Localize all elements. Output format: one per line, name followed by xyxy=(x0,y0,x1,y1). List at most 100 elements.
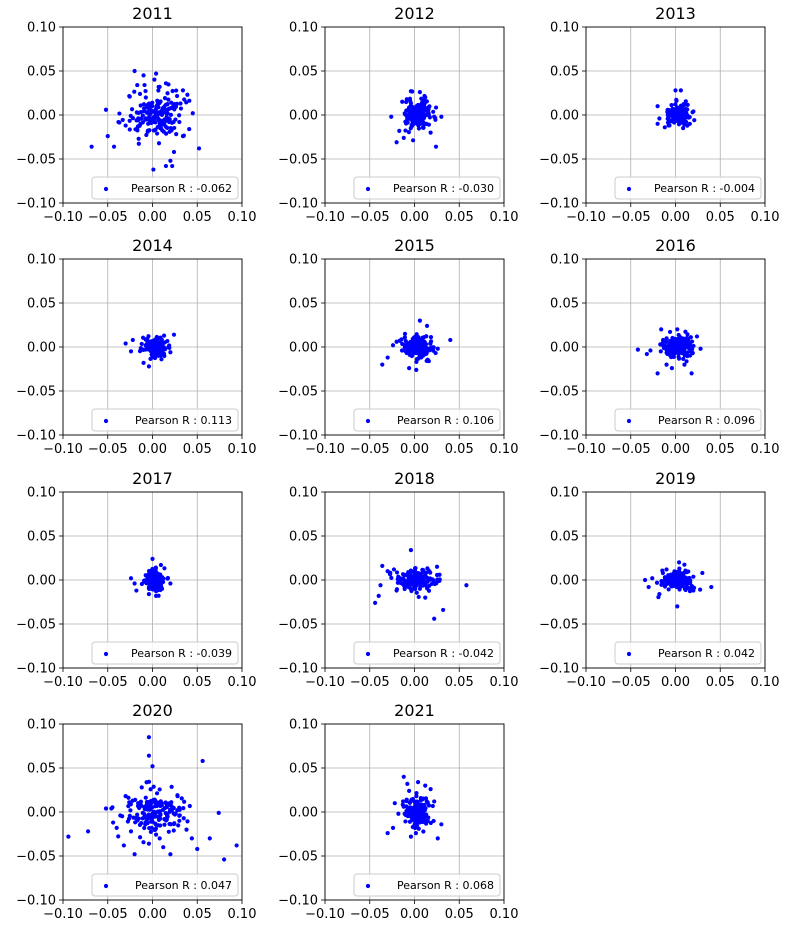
scatter-point xyxy=(658,349,663,354)
scatter-point xyxy=(428,130,433,135)
y-tick-label: −0.05 xyxy=(539,385,579,400)
y-tick-label: −0.05 xyxy=(16,850,56,865)
scatter-point xyxy=(397,128,402,133)
scatter-point xyxy=(675,118,680,123)
scatter-point xyxy=(669,353,674,358)
x-tick-label: 0.05 xyxy=(445,442,474,457)
scatter-point xyxy=(167,802,172,807)
scatter-point xyxy=(423,108,428,113)
scatter-point xyxy=(154,345,159,350)
y-tick-label: 0.05 xyxy=(27,530,56,545)
scatter-point xyxy=(410,119,415,124)
scatter-point xyxy=(686,338,691,343)
scatter-point xyxy=(168,106,173,111)
scatter-point xyxy=(417,318,422,323)
scatter-point xyxy=(411,810,416,816)
scatter-point xyxy=(128,349,134,354)
y-tick-label: 0.05 xyxy=(550,297,579,312)
legend-box xyxy=(91,176,239,200)
y-tick-label: −0.10 xyxy=(16,894,56,909)
scatter-point xyxy=(655,371,660,376)
scatter-point xyxy=(172,125,177,131)
y-tick-label: 0.00 xyxy=(550,574,579,589)
scatter-point xyxy=(158,572,163,577)
scatter-point xyxy=(433,105,439,110)
legend-box xyxy=(614,408,762,432)
scatter-point xyxy=(691,574,696,579)
scatter-point xyxy=(675,575,680,580)
subplot-title: 2020 xyxy=(132,701,173,720)
scatter-point xyxy=(155,112,160,117)
scatter-point xyxy=(154,337,160,342)
y-tick-label: −0.05 xyxy=(278,618,318,633)
y-tick-label: 0.00 xyxy=(289,109,318,124)
scatter-point xyxy=(403,819,408,824)
x-tick-label: 0.10 xyxy=(228,442,257,457)
scatter-point xyxy=(673,584,678,589)
scatter-point xyxy=(426,122,432,127)
y-tick-label: −0.05 xyxy=(539,153,579,168)
scatter-point xyxy=(148,787,153,792)
scatter-point xyxy=(171,828,176,833)
legend-marker xyxy=(103,186,109,192)
scatter-point xyxy=(448,337,453,343)
scatter-point xyxy=(678,109,683,114)
legend-box xyxy=(614,176,762,200)
scatter-point xyxy=(419,120,424,125)
scatter-point xyxy=(655,104,660,109)
subplot-2011: 2011 −0.10 0.10 −0.05 0.05 0.00 0.00 0.05 −0.05 0… xyxy=(16,4,256,225)
y-tick-label: 0.10 xyxy=(289,21,318,36)
scatter-point xyxy=(427,583,432,588)
scatter-point xyxy=(669,103,674,108)
x-tick-label: 0.10 xyxy=(751,442,780,457)
scatter-point xyxy=(646,584,651,590)
scatter-point xyxy=(150,819,155,824)
axes-frame xyxy=(585,491,766,669)
scatter-point xyxy=(156,141,162,146)
axes-frame xyxy=(585,26,766,204)
x-tick-label: 0.00 xyxy=(661,675,690,690)
scatter-point xyxy=(681,341,686,346)
scatter-point xyxy=(414,119,419,124)
legend-box xyxy=(91,641,239,665)
scatter-point xyxy=(158,118,163,123)
x-tick-label: −0.05 xyxy=(88,907,128,922)
scatter-point xyxy=(140,335,146,340)
scatter-point xyxy=(666,587,671,592)
scatter-point xyxy=(402,586,407,592)
scatter-point xyxy=(141,360,146,365)
scatter-point xyxy=(682,562,687,567)
subplot-title: 2011 xyxy=(132,4,173,23)
y-tick-label: −0.10 xyxy=(16,662,56,677)
scatter-point xyxy=(423,595,428,600)
scatter-point xyxy=(163,110,169,115)
scatter-point xyxy=(143,347,148,352)
legend-box xyxy=(91,408,239,432)
scatter-point xyxy=(165,338,170,344)
legend-marker xyxy=(626,418,632,424)
scatter-point xyxy=(182,799,187,804)
scatter-point xyxy=(160,122,165,127)
x-tick-label: 0.05 xyxy=(706,675,735,690)
scatter-point xyxy=(66,834,71,839)
scatter-point xyxy=(153,832,159,837)
legend-label: Pearson R : 0.068 xyxy=(397,879,494,892)
y-tick-label: 0.10 xyxy=(289,486,318,501)
scatter-point xyxy=(669,346,674,351)
scatter-point xyxy=(128,576,134,581)
y-tick-label: 0.00 xyxy=(289,806,318,821)
scatter-point xyxy=(686,344,691,350)
scatter-point xyxy=(121,843,126,848)
scatter-point xyxy=(409,343,415,348)
scatter-point xyxy=(694,334,700,339)
scatter-point xyxy=(385,831,390,836)
legend: Pearson R : 0.096 xyxy=(614,408,762,432)
scatter-point xyxy=(170,163,175,169)
scatter-point xyxy=(135,82,140,88)
scatter-point xyxy=(150,569,155,574)
scatter-point xyxy=(690,110,695,115)
x-tick-label: 0.05 xyxy=(706,210,735,225)
scatter-point xyxy=(399,348,405,353)
scatter-point xyxy=(171,119,176,125)
scatter-point xyxy=(187,98,192,103)
